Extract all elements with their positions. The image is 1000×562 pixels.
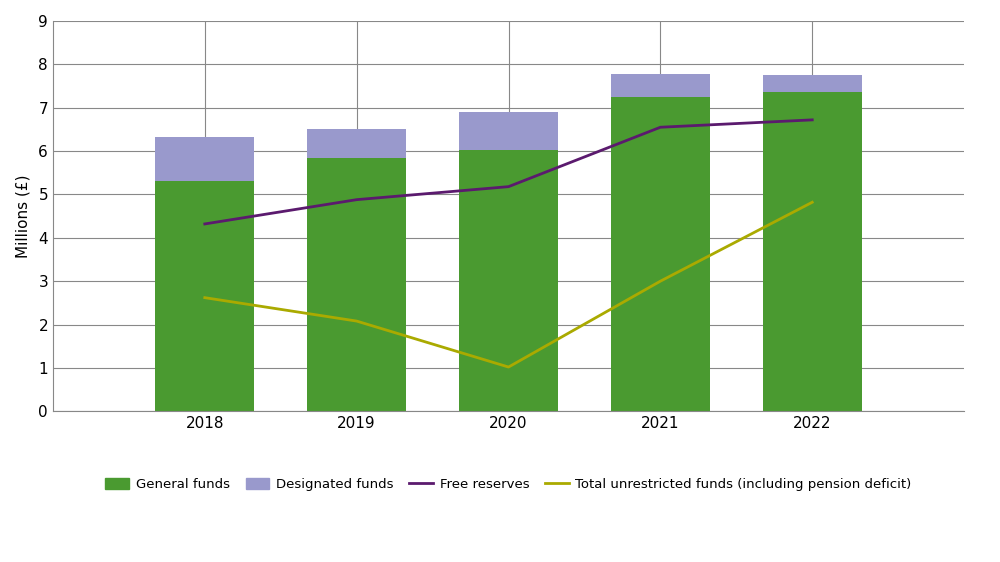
Bar	[155, 137, 254, 182]
Bar	[155, 182, 254, 411]
Bar	[611, 74, 710, 97]
Bar	[307, 158, 406, 411]
Bar	[459, 112, 558, 150]
Bar	[611, 97, 710, 411]
Bar	[459, 150, 558, 411]
Bar	[763, 75, 862, 92]
Bar	[763, 92, 862, 411]
Bar	[307, 129, 406, 158]
Legend: General funds, Designated funds, Free reserves, Total unrestricted funds (includ: General funds, Designated funds, Free re…	[100, 473, 917, 496]
Y-axis label: Millions (£): Millions (£)	[15, 174, 30, 258]
